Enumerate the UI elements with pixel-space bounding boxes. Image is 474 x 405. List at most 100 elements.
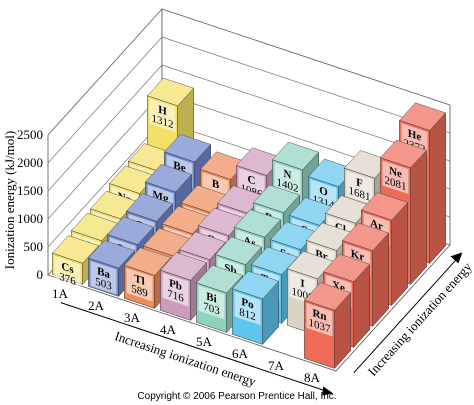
bar-top-shade xyxy=(88,240,135,269)
bar-top-shade xyxy=(306,222,353,251)
bar-top-shade xyxy=(215,236,262,265)
axis-arrow xyxy=(60,302,328,392)
bar-top-shade xyxy=(145,164,192,192)
axis-arrow xyxy=(353,259,457,374)
bar-top-shade xyxy=(308,159,355,187)
x-tick-label: 3A xyxy=(124,310,141,325)
bar-top-shade xyxy=(198,208,245,236)
element-symbol: Ne xyxy=(389,165,402,181)
element-symbol: He xyxy=(408,128,421,144)
credit: Copyright © 2006 Pearson Prentice Hall, … xyxy=(137,391,336,402)
bar-top-shade xyxy=(287,251,334,279)
bar-top-shade xyxy=(109,165,156,194)
bar-top-shade xyxy=(361,192,408,221)
bar-side-shade xyxy=(391,202,408,306)
element-value: 812 xyxy=(239,306,256,323)
bar-side-shade xyxy=(334,292,351,369)
label-box xyxy=(162,272,189,307)
bar-top-shade xyxy=(344,150,391,179)
element-symbol: O xyxy=(319,185,328,200)
element-symbol: B xyxy=(212,178,220,192)
label-box xyxy=(382,160,409,195)
grid-line xyxy=(47,36,163,164)
element-symbol: C xyxy=(248,173,256,187)
label-box xyxy=(234,291,261,326)
bar-top-shade xyxy=(162,206,209,234)
bar-top-shade xyxy=(342,223,389,251)
bar-top-shade xyxy=(253,185,300,213)
element-value: 589 xyxy=(131,283,148,300)
bar-side-shade xyxy=(372,233,389,327)
bar-top-shade xyxy=(107,216,154,245)
bar-top-shade xyxy=(323,254,370,282)
label-box xyxy=(149,98,176,133)
y-tick-label: 0 xyxy=(37,267,44,282)
y-tick-label: 500 xyxy=(24,239,44,254)
label-box xyxy=(306,302,333,337)
bar-top-shade xyxy=(143,228,190,257)
bar-top-shade xyxy=(196,265,243,293)
bar-top-shade xyxy=(380,140,427,168)
label-box xyxy=(126,267,153,302)
bar-top-shade xyxy=(181,185,228,213)
bar-top-shade xyxy=(147,78,194,106)
y-tick-label: 1500 xyxy=(17,183,43,198)
bar-top-shade xyxy=(52,235,99,264)
element-symbol: F xyxy=(356,176,363,190)
element-symbol: Bi xyxy=(206,291,216,306)
bar-top-shade xyxy=(200,151,247,180)
element-value: 716 xyxy=(167,288,184,305)
bar-top-shade xyxy=(232,271,279,299)
x-tick-label: 4A xyxy=(160,322,177,337)
element-value: 503 xyxy=(95,276,112,293)
arrow-head xyxy=(322,386,334,396)
y-tick-label: 2500 xyxy=(17,127,43,142)
bar-top-shade xyxy=(325,195,372,224)
element-symbol: I xyxy=(300,277,305,290)
bar-top-shade xyxy=(160,252,207,281)
bar-top-shade xyxy=(270,221,317,250)
label-box xyxy=(90,260,117,295)
element-symbol: N xyxy=(284,168,293,183)
element-symbol: Cl xyxy=(335,221,346,236)
grid-line xyxy=(47,8,163,136)
bar-side-shade xyxy=(410,150,427,285)
y-tick-label: 1000 xyxy=(17,211,43,226)
x-tick-label: 5A xyxy=(196,334,213,349)
bar-side-shade xyxy=(262,281,279,345)
bar-top-shade xyxy=(124,247,171,276)
label-box xyxy=(274,162,301,197)
bar-top-shade xyxy=(217,185,264,214)
bar-top-shade xyxy=(251,247,298,275)
bar-top-shade xyxy=(128,143,175,172)
label-box xyxy=(54,255,81,290)
x-tick-label: 1A xyxy=(52,286,69,301)
bar-top-shade xyxy=(126,193,173,222)
x-tick-label: 7A xyxy=(268,358,285,373)
grid-line xyxy=(47,92,163,220)
bar-side-shade xyxy=(429,112,446,264)
bar-top-shade xyxy=(164,134,211,162)
x-tick-label: 6A xyxy=(232,346,249,361)
element-symbol: Po xyxy=(241,296,254,312)
bar-top-shade xyxy=(71,213,118,241)
x-tick-label: 2A xyxy=(88,298,105,313)
y-tick-label: 2000 xyxy=(17,155,43,170)
bar-top-shade xyxy=(304,282,351,311)
element-symbol: H xyxy=(158,104,167,119)
grid-line xyxy=(47,120,163,248)
element-symbol: Rn xyxy=(312,307,327,324)
element-symbol: Ba xyxy=(97,265,110,281)
bar-top-shade xyxy=(289,197,336,226)
element-value: 376 xyxy=(59,271,76,288)
arrow-head xyxy=(450,252,463,264)
element-value: 703 xyxy=(203,300,220,317)
